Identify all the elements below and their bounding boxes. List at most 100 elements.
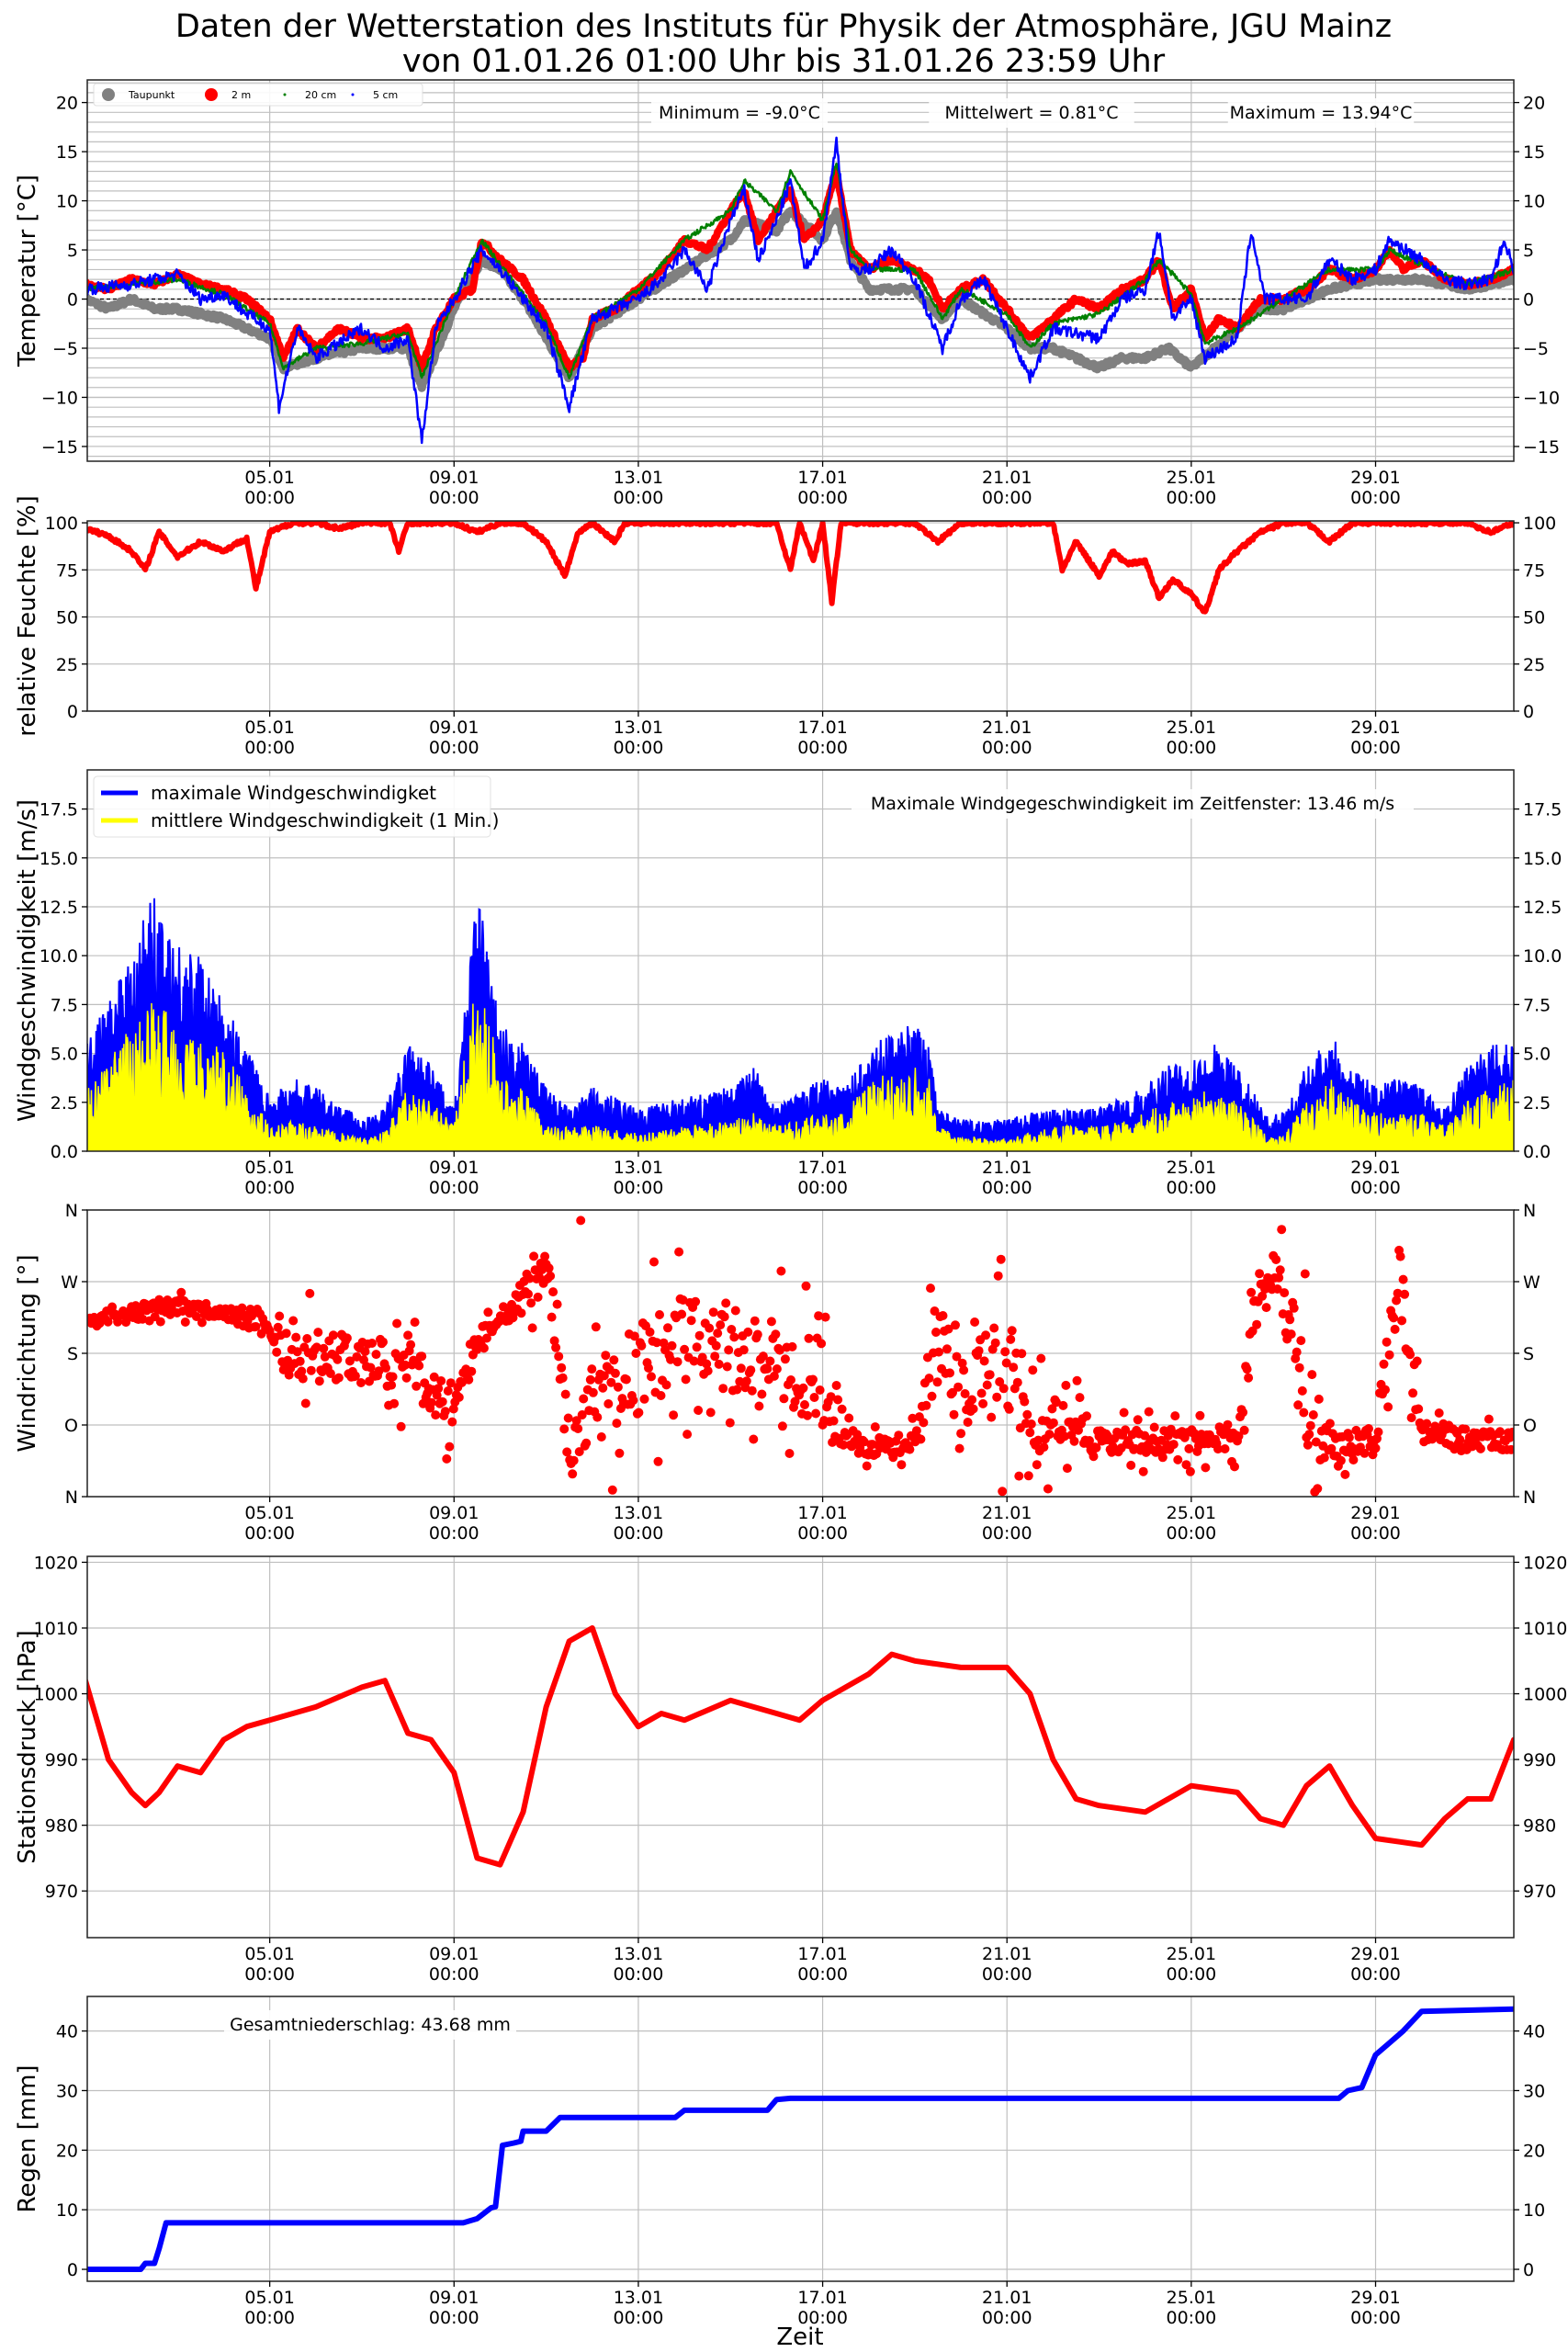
wind-direction-point (273, 1322, 283, 1332)
x-tick-label-date: 29.01 (1350, 1503, 1400, 1523)
wind-direction-point (1255, 1269, 1265, 1279)
wind-direction-point (107, 1302, 118, 1312)
wind-direction-point (645, 1327, 655, 1337)
y-tick-label-left: 5 (67, 241, 78, 261)
wind-direction-point (445, 1442, 455, 1452)
wind-direction-point (1292, 1347, 1302, 1357)
wind-direction-point (1405, 1350, 1416, 1360)
y-tick-label-left: 990 (45, 1750, 78, 1770)
wind-direction-point (1307, 1370, 1317, 1380)
x-tick-label-time: 00:00 (1350, 738, 1401, 758)
wind-direction-point (320, 1351, 330, 1362)
wind-direction-point (804, 1333, 814, 1343)
x-tick-label-time: 00:00 (797, 2308, 848, 2328)
x-tick-label-date: 09.01 (429, 1503, 479, 1523)
x-tick-label-date: 13.01 (614, 2288, 663, 2308)
wind-direction-point (1314, 1394, 1324, 1404)
wind-direction-point (540, 1251, 550, 1261)
wind-direction-point (703, 1366, 713, 1376)
wind-direction-point (291, 1332, 301, 1342)
wind-direction-point (1274, 1272, 1284, 1283)
wind-direction-point (919, 1418, 929, 1428)
y-tick-label-left: 980 (45, 1816, 78, 1837)
y-tick-label-left: 2.5 (51, 1093, 78, 1114)
wind-direction-point (467, 1366, 477, 1376)
wind-direction-point (787, 1341, 797, 1351)
wind-direction-point (970, 1317, 980, 1327)
wind-direction-point (752, 1329, 762, 1340)
y-tick-label-right: −15 (1523, 437, 1560, 458)
wind-direction-point (942, 1344, 952, 1354)
y-tick-label-right: 0 (1523, 702, 1534, 722)
figure-title-line2: von 01.01.26 01:00 Uhr bis 31.01.26 23:5… (402, 43, 1166, 80)
x-tick-label-time: 00:00 (244, 2308, 295, 2328)
wind-direction-point (705, 1323, 715, 1333)
wind-direction-point (1379, 1359, 1389, 1369)
wind-direction-point (837, 1404, 847, 1414)
y-tick-label-left: 10.0 (39, 946, 78, 967)
wind-direction-point (1244, 1373, 1254, 1383)
x-tick-label-time: 00:00 (244, 488, 295, 508)
x-tick-label-date: 29.01 (1350, 718, 1400, 738)
wind-direction-point (1275, 1265, 1285, 1275)
x-tick-label-time: 00:00 (429, 2308, 479, 2328)
y-tick-label-left: 7.5 (51, 995, 78, 1015)
wind-direction-point (432, 1390, 442, 1400)
wind-direction-point (1392, 1295, 1402, 1306)
x-tick-label-time: 00:00 (1166, 1178, 1216, 1198)
wind-direction-point (554, 1351, 564, 1362)
wind-direction-point (750, 1316, 760, 1326)
wind-direction-point (831, 1381, 841, 1390)
legend-box (93, 775, 491, 838)
y-tick-label-right: 15.0 (1523, 849, 1562, 869)
wind-direction-point (996, 1254, 1006, 1264)
wind-direction-point (716, 1320, 726, 1330)
wind-direction-point (1364, 1424, 1373, 1433)
wind-direction-point (655, 1310, 664, 1319)
y-tick-label-right: 40 (1523, 2022, 1545, 2042)
wind-direction-point (1383, 1402, 1393, 1412)
wind-direction-point (719, 1312, 729, 1322)
y-tick-label-right: 10.0 (1523, 946, 1562, 967)
y-tick-label-left: −5 (52, 339, 78, 359)
y-tick-label-left: 970 (45, 1882, 78, 1902)
wind-direction-point (342, 1333, 352, 1343)
wind-direction-point (938, 1311, 948, 1320)
wind-direction-point (1170, 1411, 1180, 1421)
wind-direction-point (436, 1376, 446, 1385)
wind-direction-point (1089, 1452, 1099, 1462)
wind-direction-point (1004, 1404, 1014, 1414)
wind-direction-point (932, 1377, 942, 1387)
y-tick-label-right: −5 (1523, 339, 1549, 359)
y-tick-label-right: 100 (1523, 514, 1556, 534)
x-tick-label-time: 00:00 (982, 1178, 1032, 1198)
y-tick-label-left: 17.5 (39, 800, 78, 820)
wind-direction-point (1213, 1444, 1223, 1454)
annotation-max-wind-box (852, 789, 1414, 819)
x-tick-label-time: 00:00 (797, 1964, 848, 1984)
wind-direction-point (743, 1327, 753, 1337)
x-tick-label-date: 21.01 (982, 1944, 1032, 1964)
wind-direction-point (1272, 1284, 1282, 1294)
legend-label: 5 cm (373, 89, 398, 101)
wind-direction-point (1408, 1388, 1418, 1398)
wind-direction-point (1303, 1440, 1313, 1450)
wind-direction-point (1059, 1431, 1069, 1442)
wind-direction-point (1313, 1484, 1323, 1494)
wind-direction-point (993, 1271, 1003, 1281)
x-tick-label-time: 00:00 (244, 1178, 295, 1198)
y-tick-label-left: 1010 (34, 1619, 78, 1639)
y-tick-label-left: 40 (56, 2022, 78, 2042)
wind-direction-point (302, 1334, 312, 1343)
wind-direction-point (1340, 1469, 1350, 1479)
wind-direction-point (1075, 1393, 1085, 1403)
x-tick-label-date: 05.01 (244, 718, 294, 738)
y-tick-label-right: 1010 (1523, 1619, 1567, 1639)
wind-direction-point (1039, 1442, 1049, 1453)
x-tick-label-time: 00:00 (614, 2308, 664, 2328)
wind-direction-point (613, 1382, 623, 1392)
wind-direction-point (897, 1460, 907, 1470)
y-tick-label-left: 1020 (34, 1553, 78, 1573)
wind-direction-point (735, 1376, 745, 1386)
